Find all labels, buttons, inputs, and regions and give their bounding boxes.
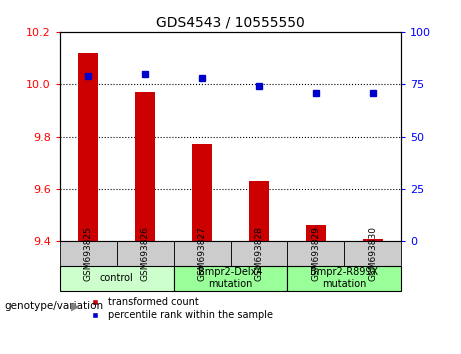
Text: GSM693829: GSM693829: [311, 226, 320, 281]
Text: ▶: ▶: [71, 301, 80, 311]
Legend: transformed count, percentile rank within the sample: transformed count, percentile rank withi…: [82, 293, 277, 324]
Bar: [117, 241, 174, 266]
Title: GDS4543 / 10555550: GDS4543 / 10555550: [156, 15, 305, 29]
Text: Bmpr2-R899X
mutation: Bmpr2-R899X mutation: [310, 268, 378, 289]
Bar: [60, 241, 117, 266]
Text: GSM693828: GSM693828: [254, 226, 263, 281]
Bar: [306, 225, 326, 241]
Text: GSM693830: GSM693830: [368, 226, 377, 281]
Text: GSM693826: GSM693826: [141, 226, 150, 281]
Text: GSM693827: GSM693827: [198, 226, 207, 281]
Bar: [287, 241, 344, 266]
Bar: [249, 181, 269, 241]
Bar: [192, 144, 212, 241]
Bar: [60, 266, 174, 291]
Bar: [174, 241, 230, 266]
Bar: [287, 266, 401, 291]
Text: Bmpr2-Delx4
mutation: Bmpr2-Delx4 mutation: [198, 268, 263, 289]
Bar: [135, 92, 155, 241]
Text: GSM693825: GSM693825: [84, 226, 93, 281]
Bar: [344, 241, 401, 266]
Bar: [230, 241, 287, 266]
Text: genotype/variation: genotype/variation: [5, 301, 104, 311]
Bar: [363, 239, 383, 241]
Bar: [174, 266, 287, 291]
Text: control: control: [100, 273, 134, 283]
Bar: [78, 53, 98, 241]
